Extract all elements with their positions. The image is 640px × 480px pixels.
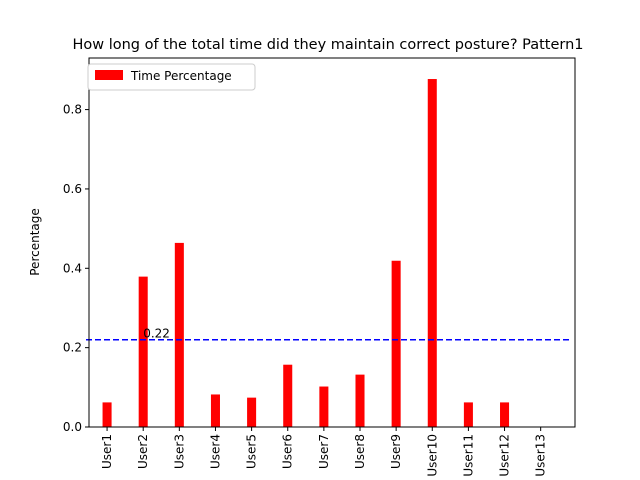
bar-user4 bbox=[210, 394, 220, 427]
reference-line-group: 0.22 bbox=[86, 327, 572, 341]
plot-frame bbox=[88, 57, 576, 428]
x-tick-label: User13 bbox=[534, 434, 548, 477]
x-tick-label: User1 bbox=[100, 434, 114, 469]
x-tick-label: User11 bbox=[461, 434, 475, 477]
legend-swatch bbox=[95, 70, 123, 80]
bar-user5 bbox=[247, 397, 257, 427]
bar-user12 bbox=[500, 402, 510, 427]
bar-user6 bbox=[283, 364, 293, 427]
y-tick-label: 0.2 bbox=[63, 341, 82, 355]
y-axis: 0.0 0.2 0.4 0.6 0.8 bbox=[63, 103, 89, 434]
y-tick-label: 0.8 bbox=[63, 103, 82, 117]
y-axis-label: Percentage bbox=[28, 208, 42, 276]
bar-user10 bbox=[427, 79, 437, 428]
bar-user1 bbox=[102, 402, 112, 427]
legend-box bbox=[87, 63, 256, 91]
x-tick-label: User9 bbox=[389, 434, 403, 469]
legend-label: Time Percentage bbox=[130, 69, 232, 83]
bar-user7 bbox=[319, 386, 329, 427]
chart-title: How long of the total time did they main… bbox=[72, 37, 583, 53]
x-tick-label: User3 bbox=[172, 434, 186, 469]
x-tick-label: User8 bbox=[353, 434, 367, 469]
bar-user11 bbox=[463, 402, 473, 427]
y-tick-label: 0.6 bbox=[63, 182, 82, 196]
bar-user8 bbox=[355, 374, 365, 427]
bar-user3 bbox=[174, 242, 184, 427]
x-tick-label: User6 bbox=[281, 434, 295, 469]
y-tick-label: 0.4 bbox=[63, 261, 82, 275]
x-tick-label: User7 bbox=[317, 434, 331, 469]
bars-group bbox=[102, 79, 510, 428]
x-tick-label: User2 bbox=[136, 434, 150, 469]
x-axis: User1 User2 User3 User4 User5 User6 User7 User8… bbox=[100, 427, 548, 477]
legend: Time Percentage bbox=[87, 63, 256, 91]
x-tick-label: User5 bbox=[245, 434, 259, 469]
reference-line-label: 0.22 bbox=[143, 327, 170, 341]
bar-user2 bbox=[138, 276, 148, 427]
y-tick-label: 0.0 bbox=[63, 420, 82, 434]
x-tick-label: User12 bbox=[498, 434, 512, 477]
bar-user9 bbox=[391, 260, 401, 427]
x-tick-label: User4 bbox=[208, 434, 222, 469]
x-tick-label: User10 bbox=[425, 434, 439, 477]
